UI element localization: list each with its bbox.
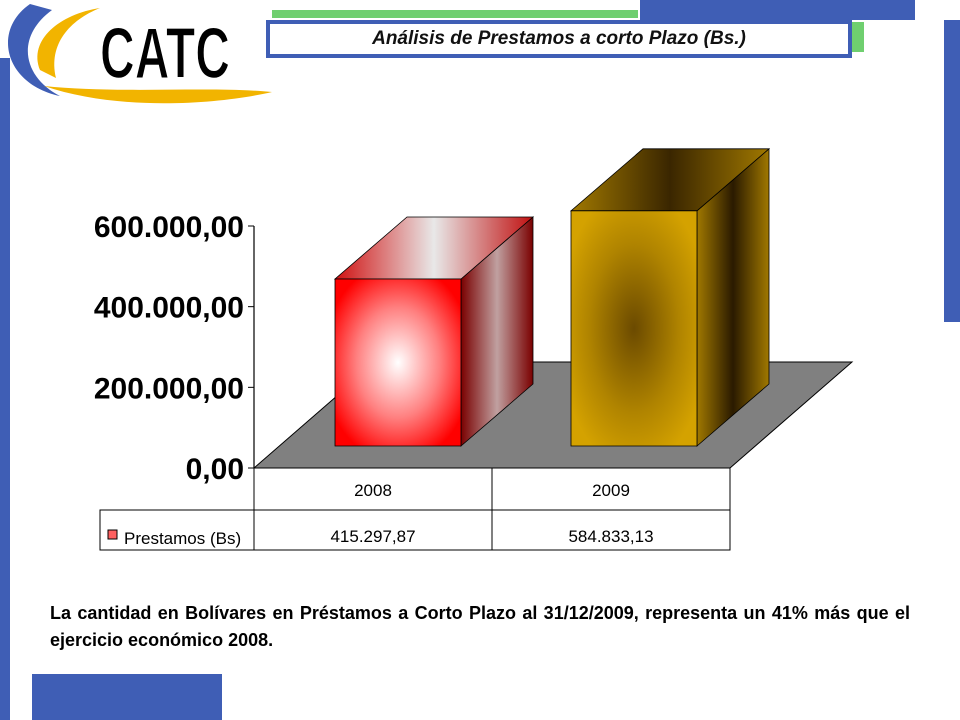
- data-table: Prestamos (Bs) 2008 2009 415.297,87 584.…: [99, 467, 731, 551]
- bar-2009-front: [570, 210, 698, 447]
- category-label-2009: 2009: [592, 481, 630, 500]
- table-value-row: [99, 509, 731, 551]
- bar-2008-front: [334, 278, 462, 447]
- right-blue-bar: [944, 20, 960, 322]
- logo-gold-arc: [37, 8, 100, 78]
- left-blue-bar: [0, 58, 10, 720]
- logo-text: CATC: [100, 14, 230, 94]
- legend-swatch: [107, 529, 118, 540]
- top-blue-strip: [640, 0, 915, 20]
- slide-title-text: Análisis de Prestamos a corto Plazo (Bs.…: [372, 28, 746, 49]
- value-label-2008: 415.297,87: [330, 527, 415, 546]
- top-green-strip: [272, 10, 638, 18]
- catc-logo: CATC: [7, 4, 272, 104]
- slide-title: Análisis de Prestamos a corto Plazo (Bs.…: [266, 20, 852, 58]
- y-tick-label: 600.000,00: [94, 211, 244, 244]
- y-tick-label: 0,00: [186, 453, 244, 486]
- category-label-2008: 2008: [354, 481, 392, 500]
- y-tick-label: 200.000,00: [94, 372, 244, 405]
- logo-gold-swoosh: [44, 86, 272, 104]
- title-green-accent: [852, 22, 864, 52]
- legend-label: Prestamos (Bs): [124, 529, 241, 548]
- y-tick-label: 400.000,00: [94, 292, 244, 325]
- caption-text: La cantidad en Bolívares en Préstamos a …: [50, 603, 910, 650]
- logo-blue-swoosh: [7, 4, 61, 96]
- bottom-blue-block: [32, 674, 222, 720]
- value-label-2009: 584.833,13: [568, 527, 653, 546]
